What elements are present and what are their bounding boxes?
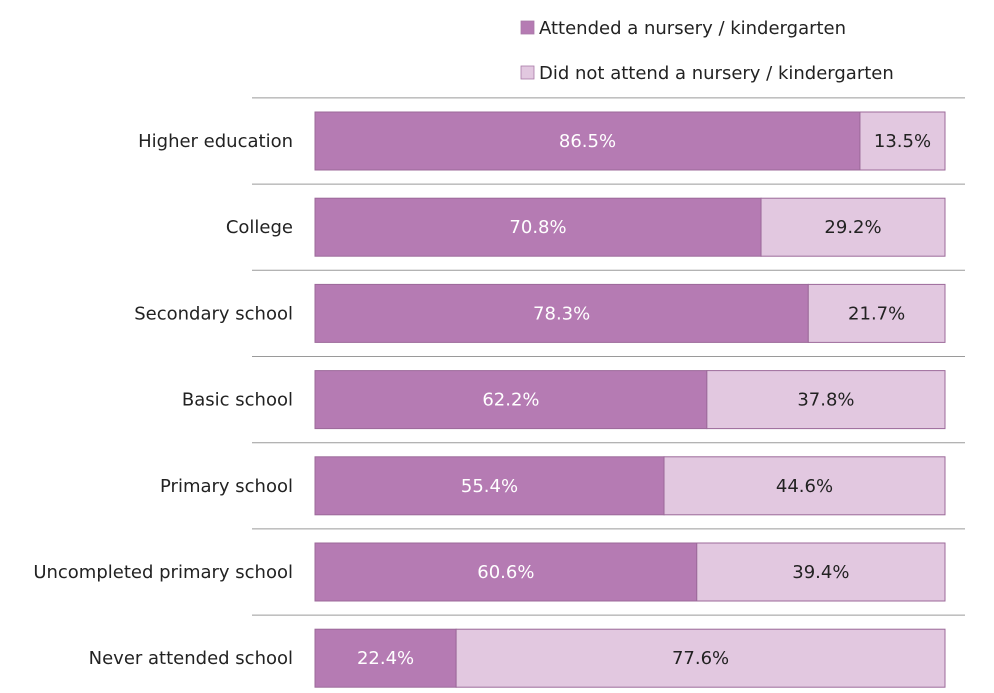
data-label-uncompleted-primary-school-series-2: 39.4% — [792, 562, 849, 583]
legend-swatch-2 — [520, 65, 535, 80]
data-label-secondary-school-series-2: 21.7% — [848, 303, 905, 324]
bar-primary-school-series-1 — [314, 456, 665, 516]
category-label-never-attended-school: Never attended school — [89, 648, 293, 669]
bar-uncompleted-primary-school-series-2 — [696, 542, 946, 602]
data-label-higher-education-series-2: 13.5% — [874, 131, 931, 152]
bar-primary-school-series-2 — [663, 456, 946, 516]
bar-secondary-school-series-1 — [314, 283, 809, 343]
bar-basic-school-series-2 — [706, 370, 946, 430]
category-label-uncompleted-primary-school: Uncompleted primary school — [33, 562, 293, 583]
data-label-college-series-2: 29.2% — [824, 217, 881, 238]
bar-never-attended-school-series-2 — [455, 628, 946, 688]
data-label-secondary-school-series-1: 78.3% — [533, 303, 590, 324]
bar-higher-education-series-2 — [859, 111, 946, 171]
bar-college-series-1 — [314, 197, 762, 257]
legend-swatch-1 — [520, 20, 535, 35]
category-label-secondary-school: Secondary school — [134, 303, 293, 324]
bar-never-attended-school-series-1 — [314, 628, 457, 688]
data-label-never-attended-school-series-1: 22.4% — [357, 648, 414, 669]
data-label-college-series-1: 70.8% — [509, 217, 566, 238]
category-label-primary-school: Primary school — [160, 476, 293, 497]
category-label-college: College — [226, 217, 293, 238]
legend-label-2: Did not attend a nursery / kindergarten — [539, 63, 894, 84]
data-label-uncompleted-primary-school-series-1: 60.6% — [477, 562, 534, 583]
data-label-never-attended-school-series-2: 77.6% — [672, 648, 729, 669]
bar-secondary-school-series-2 — [807, 283, 946, 343]
category-label-higher-education: Higher education — [138, 131, 293, 152]
data-label-higher-education-series-1: 86.5% — [559, 131, 616, 152]
data-label-basic-school-series-1: 62.2% — [482, 390, 539, 411]
data-label-primary-school-series-1: 55.4% — [461, 476, 518, 497]
bar-college-series-2 — [760, 197, 946, 257]
bar-uncompleted-primary-school-series-1 — [314, 542, 698, 602]
legend-label-1: Attended a nursery / kindergarten — [539, 18, 846, 39]
data-label-primary-school-series-2: 44.6% — [776, 476, 833, 497]
category-label-basic-school: Basic school — [182, 390, 293, 411]
bar-higher-education-series-1 — [314, 111, 861, 171]
data-label-basic-school-series-2: 37.8% — [797, 390, 854, 411]
